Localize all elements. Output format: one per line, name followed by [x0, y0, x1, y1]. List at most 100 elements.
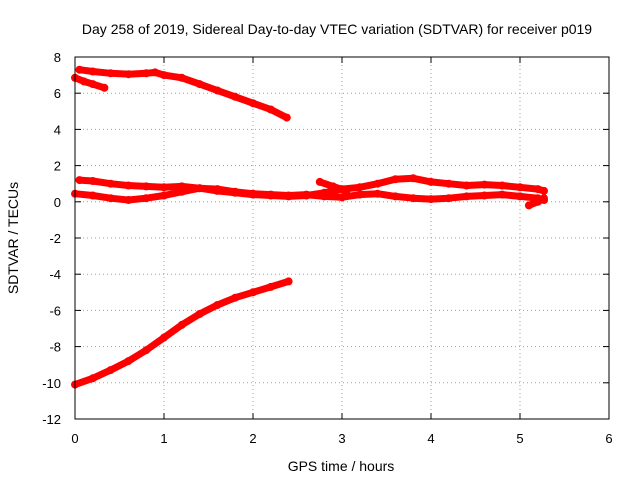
data-point — [160, 183, 168, 192]
x-tick-label: 6 — [605, 431, 612, 446]
x-tick-label: 4 — [427, 431, 434, 446]
data-point — [462, 192, 471, 201]
data-point — [88, 374, 97, 383]
data-point — [444, 194, 453, 203]
data-point — [249, 288, 257, 297]
series-line-2 — [71, 74, 108, 92]
plot-frame — [74, 56, 610, 420]
data-point — [106, 179, 115, 188]
data-point — [266, 190, 275, 199]
y-tick-label: -12 — [42, 412, 61, 427]
data-point — [533, 197, 542, 206]
data-point — [124, 181, 133, 190]
y-axis-title: SDTVAR / TECUs — [5, 182, 21, 294]
data-point — [284, 191, 293, 200]
data-point — [142, 69, 151, 78]
data-point — [266, 282, 275, 291]
data-point — [284, 277, 293, 286]
data-point — [142, 346, 151, 355]
data-point — [524, 201, 533, 210]
data-point — [342, 186, 351, 195]
data-point — [409, 174, 418, 183]
data-point — [75, 65, 84, 74]
data-point — [106, 194, 115, 203]
data-point — [480, 191, 489, 200]
data-point — [100, 83, 109, 92]
data-point — [160, 191, 168, 200]
series-line-5 — [71, 184, 548, 204]
x-tick-label: 2 — [249, 431, 256, 446]
data-point — [213, 185, 222, 194]
data-point — [88, 67, 97, 76]
y-tick-label: 8 — [54, 50, 61, 65]
data-point — [315, 177, 324, 186]
data-point — [540, 186, 548, 195]
data-point — [498, 181, 507, 190]
data-point — [213, 86, 222, 95]
y-tick-label: 2 — [54, 159, 61, 174]
data-point — [533, 185, 542, 194]
data-point — [391, 175, 400, 184]
data-point — [320, 192, 329, 201]
x-tick-label: 0 — [71, 431, 78, 446]
data-point — [427, 195, 435, 204]
data-point — [151, 68, 160, 77]
data-point — [355, 183, 364, 192]
data-point — [124, 196, 133, 204]
y-tick-label: 6 — [54, 86, 61, 101]
data-point — [282, 113, 291, 122]
y-tick-label: -6 — [49, 303, 61, 318]
data-point — [373, 189, 382, 198]
data-point — [195, 184, 204, 193]
data-point — [231, 92, 240, 101]
data-point — [338, 193, 346, 202]
chart-title: Day 258 of 2019, Sidereal Day-to-day VTE… — [82, 21, 592, 37]
data-series — [71, 65, 548, 389]
data-point — [142, 182, 151, 191]
data-point — [444, 179, 453, 188]
data-point — [177, 320, 186, 329]
x-axis-title: GPS time / hours — [288, 458, 395, 474]
data-point — [249, 189, 257, 198]
data-point — [106, 69, 115, 78]
data-point — [516, 183, 524, 192]
x-tick-label: 5 — [516, 431, 523, 446]
x-tick-label: 1 — [160, 431, 167, 446]
y-tick-label: -4 — [49, 267, 61, 282]
y-tick-label: 0 — [54, 195, 61, 210]
data-point — [213, 301, 222, 309]
data-point — [88, 177, 97, 185]
data-point — [480, 180, 489, 189]
data-point — [195, 310, 204, 318]
x-tick-label: 3 — [338, 431, 345, 446]
data-point — [177, 187, 186, 196]
data-point — [142, 194, 151, 203]
data-point — [106, 366, 115, 375]
data-point — [231, 187, 240, 196]
data-point — [391, 192, 400, 201]
data-point — [177, 73, 186, 82]
data-point — [373, 179, 382, 188]
data-point — [355, 190, 364, 199]
data-point — [462, 181, 471, 190]
y-tick-labels: -12 -10 -8 -6 -4 -2 0 2 4 6 8 — [42, 50, 61, 427]
data-point — [160, 333, 168, 342]
y-tick-label: -8 — [49, 340, 61, 355]
data-point — [266, 105, 275, 114]
data-point — [498, 190, 507, 199]
data-point — [516, 192, 524, 201]
data-point — [195, 80, 204, 89]
data-point — [124, 357, 133, 366]
data-point — [75, 176, 84, 185]
data-point — [302, 190, 311, 199]
y-tick-label: 4 — [54, 122, 61, 137]
data-point — [329, 182, 338, 191]
data-point — [79, 77, 88, 86]
data-point — [409, 194, 418, 203]
x-tick-labels: 0 1 2 3 4 5 6 — [71, 431, 612, 446]
y-tick-label: -2 — [49, 231, 61, 246]
data-point — [427, 177, 435, 186]
data-point — [160, 71, 168, 80]
grid-lines — [75, 57, 609, 419]
